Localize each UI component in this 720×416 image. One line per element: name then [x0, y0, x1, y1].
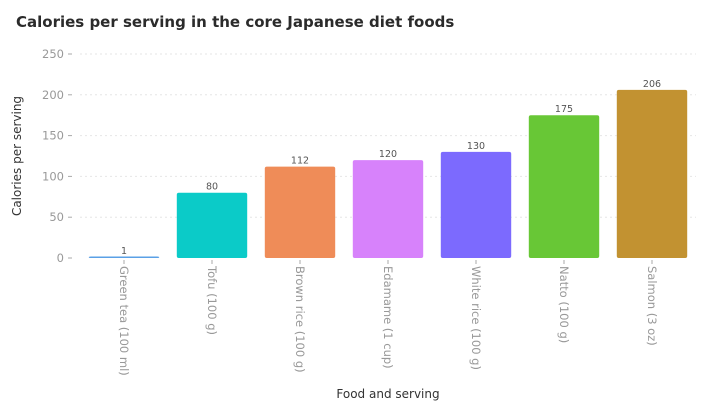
bar — [352, 160, 424, 258]
x-tick-label: Natto (100 g) — [557, 266, 571, 343]
chart-title: Calories per serving in the core Japanes… — [16, 13, 455, 31]
bar-value-label: 175 — [555, 104, 573, 115]
x-tick-label: Edamame (1 cup) — [381, 266, 395, 369]
bar — [88, 256, 160, 258]
y-tick-label: 0 — [57, 251, 64, 265]
x-tick-label: Salmon (3 oz) — [645, 266, 659, 346]
y-tick-label: 150 — [42, 129, 64, 143]
x-axis-title: Food and serving — [336, 387, 439, 401]
x-tick-label: White rice (100 g) — [469, 266, 483, 370]
x-axis: Green tea (100 ml) Tofu (100 g) Brown rice… — [117, 260, 659, 376]
y-tick-label: 200 — [42, 88, 64, 102]
bar — [440, 151, 512, 258]
y-tick-label: 250 — [42, 47, 64, 61]
y-tick-label: 50 — [49, 210, 64, 224]
y-axis-title: Calories per serving — [10, 96, 24, 216]
bar-value-label: 130 — [467, 141, 485, 152]
x-tick-label: Tofu (100 g) — [205, 265, 219, 335]
x-tick-label: Brown rice (100 g) — [293, 266, 307, 373]
bar-value-label: 120 — [379, 149, 397, 160]
bar-value-label: 112 — [291, 156, 309, 167]
y-tick-label: 100 — [42, 169, 64, 183]
data-labels: 1 80 112 120 130 175 206 — [121, 79, 661, 257]
bar — [528, 115, 600, 258]
y-axis: 0 50 100 150 200 250 — [42, 47, 72, 265]
x-tick-label: Green tea (100 ml) — [117, 266, 131, 376]
bar — [616, 89, 688, 259]
bar — [264, 166, 336, 258]
bar-value-label: 1 — [121, 246, 127, 257]
bar-value-label: 206 — [643, 79, 661, 90]
bar-value-label: 80 — [206, 182, 218, 193]
bars — [88, 89, 688, 259]
bar — [176, 192, 248, 258]
